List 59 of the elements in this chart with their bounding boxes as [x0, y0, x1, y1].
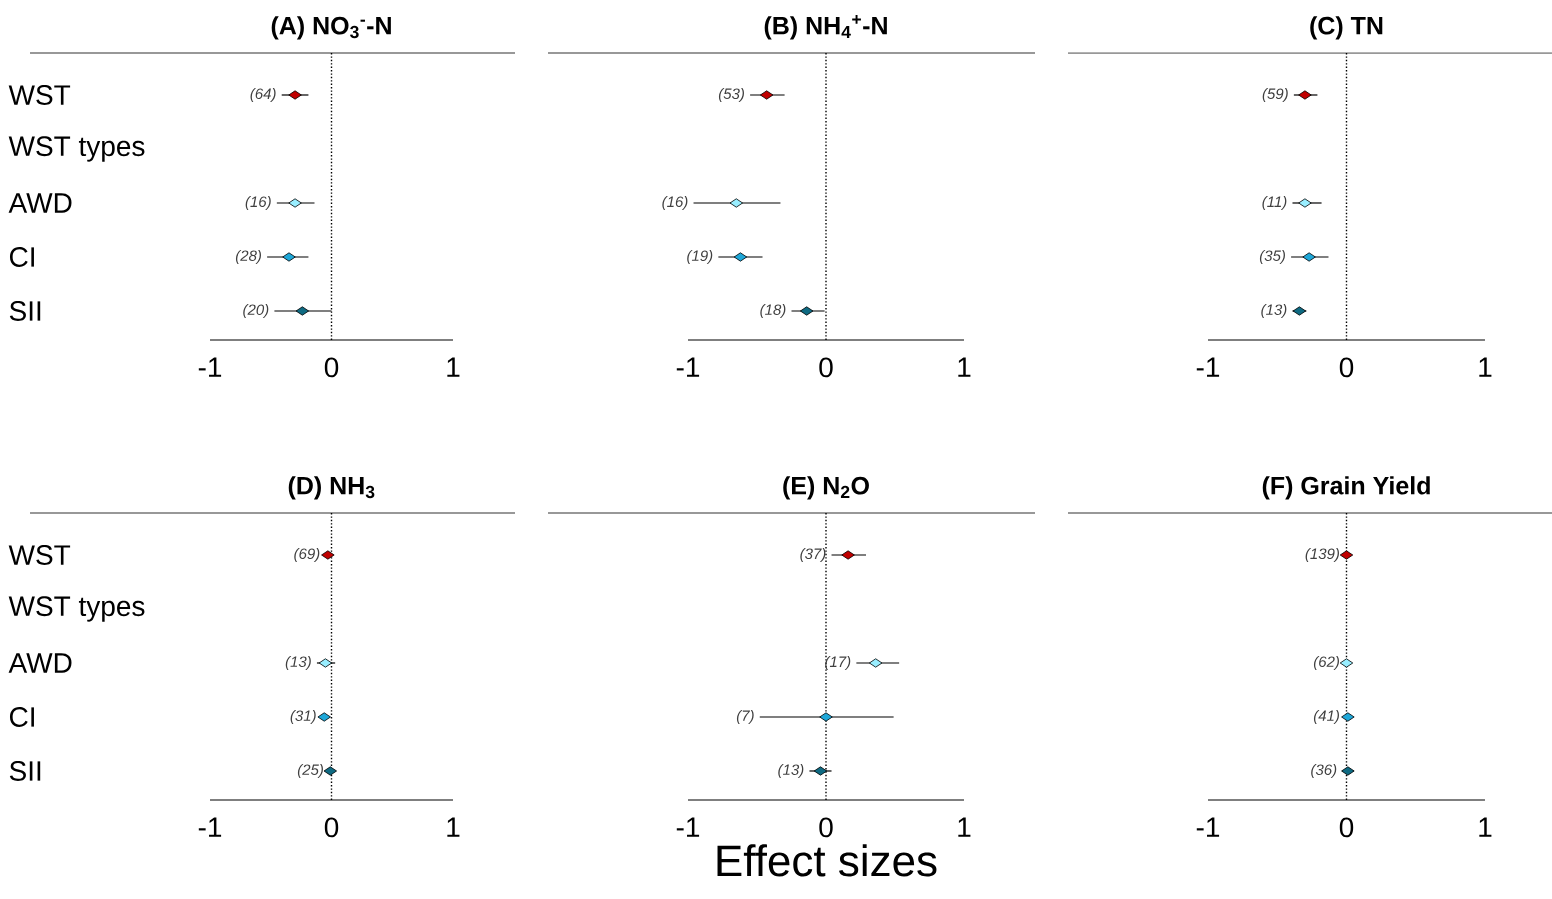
- annotation: (139): [1305, 548, 1339, 562]
- y-tick-label: AWD: [8, 653, 72, 673]
- y-tick-label: WST types: [8, 596, 145, 622]
- chart-title: (E) N$_{2}$O: [783, 476, 869, 500]
- chart-title: (C) TN: [1310, 16, 1383, 40]
- x-tick-label: 0: [819, 817, 833, 838]
- annotation: (20): [243, 304, 269, 318]
- x-tick-label: 1: [447, 357, 460, 377]
- x-tick-label: 1: [958, 817, 971, 837]
- chart-title: (F) Grain Yield: [1262, 476, 1430, 500]
- chart-title: (D) NH$_{3}$: [288, 476, 375, 500]
- x-tick-label: -1: [1196, 817, 1220, 837]
- annotation: (69): [294, 548, 320, 562]
- annotation: (19): [687, 250, 713, 264]
- annotation: (31): [290, 710, 316, 724]
- x-tick-label: -1: [676, 817, 700, 837]
- x-tick-label: 1: [958, 357, 971, 377]
- y-tick-label: CI: [9, 707, 34, 727]
- x-tick-label: 1: [1479, 357, 1492, 377]
- annotation: (41): [1313, 710, 1339, 724]
- y-tick-label: WST: [8, 85, 71, 105]
- x-tick-label: 1: [447, 817, 460, 837]
- annotation: (53): [718, 88, 744, 102]
- x-tick-label: -1: [198, 817, 222, 837]
- annotation: (59): [1262, 88, 1288, 102]
- annotation: (64): [250, 88, 276, 102]
- x-tick-label: 0: [324, 817, 339, 838]
- annotation: (35): [1259, 250, 1285, 264]
- x-tick-label: 0: [819, 357, 833, 378]
- x-tick-label: -1: [676, 357, 700, 377]
- x-tick-label: 0: [1339, 357, 1354, 378]
- annotation: (36): [1311, 764, 1337, 778]
- annotation: (7): [736, 710, 754, 724]
- chart-title: (A) NO$_{3}$$^{-}$-N: [271, 16, 391, 40]
- x-tick-label: -1: [1196, 357, 1220, 377]
- x-tick-label: 0: [1339, 817, 1354, 838]
- chart-title: (B) NH$_{4}$$^{+}$-N: [764, 14, 887, 40]
- y-tick-label: SII: [9, 301, 41, 321]
- annotation: (25): [297, 764, 323, 778]
- y-tick-label: WST: [8, 545, 71, 565]
- x-axis-title: Effect sizes: [717, 844, 937, 877]
- annotation: (18): [760, 304, 786, 318]
- annotation: (16): [245, 196, 271, 210]
- y-tick-label: WST types: [8, 136, 145, 162]
- y-tick-label: CI: [9, 247, 34, 267]
- annotation: (16): [662, 196, 688, 210]
- annotation: (13): [1261, 304, 1287, 318]
- annotation: (13): [778, 764, 804, 778]
- annotation: (13): [285, 656, 311, 670]
- y-tick-label: SII: [9, 761, 41, 781]
- annotation: (37): [800, 548, 826, 562]
- x-tick-label: 1: [1479, 817, 1492, 837]
- annotation: (17): [825, 656, 851, 670]
- annotation: (11): [1262, 196, 1287, 210]
- x-tick-label: 0: [324, 357, 339, 378]
- x-tick-label: -1: [198, 357, 222, 377]
- y-tick-label: AWD: [8, 193, 72, 213]
- annotation: (28): [235, 250, 262, 264]
- annotation: (62): [1313, 656, 1339, 670]
